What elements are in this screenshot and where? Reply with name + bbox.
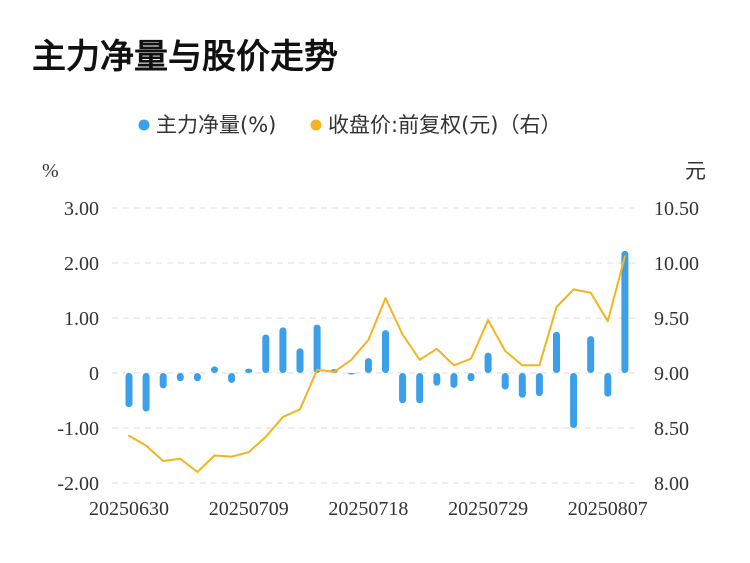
bar (245, 368, 253, 373)
left-tick-label: 1.00 (64, 308, 99, 330)
x-tick-label: 20250729 (448, 498, 528, 520)
bar (535, 373, 543, 397)
right-tick-label: 10.50 (654, 198, 699, 220)
bar (484, 352, 492, 373)
x-tick-label: 20250807 (568, 498, 648, 520)
bar (587, 336, 595, 373)
bar (553, 331, 560, 373)
chart-title: 主力净量与股价走势 (32, 37, 338, 77)
bar (570, 373, 578, 428)
bar (433, 373, 441, 386)
axes: 3.00 2.00 1.00 0 -1.00 -2.00 10.50 10.00 9.50 9.0… (42, 159, 706, 520)
x-tick-label: 20250718 (328, 498, 408, 520)
bar (399, 373, 407, 404)
legend-marker (310, 119, 322, 131)
price-line (128, 255, 626, 473)
bar (142, 373, 150, 412)
legend: 主力净量(%) 收盘价:前复权(元)（右） (138, 113, 561, 137)
left-tick-label: 2.00 (64, 253, 99, 275)
bar (501, 373, 509, 390)
bar (159, 373, 167, 389)
bar (193, 373, 201, 382)
left-tick-label: 0 (89, 363, 99, 385)
bar (467, 373, 475, 382)
left-axis-unit: % (42, 160, 59, 182)
bar (364, 358, 372, 373)
right-tick-label: 8.00 (654, 473, 689, 495)
bar (450, 373, 458, 388)
bar (518, 373, 526, 398)
bar (621, 250, 629, 373)
bar (604, 373, 612, 397)
bar (262, 334, 270, 373)
legend-marker (138, 119, 150, 131)
bar (296, 348, 304, 373)
left-tick-label: -2.00 (57, 473, 99, 495)
x-tick-label: 20250630 (89, 498, 169, 520)
bar (279, 327, 287, 373)
right-tick-label: 10.00 (654, 253, 699, 275)
bar (382, 330, 389, 373)
bar (416, 373, 424, 404)
left-tick-label: 3.00 (64, 198, 99, 220)
legend-label: 收盘价:前复权(元)（右） (328, 113, 561, 137)
bar (347, 373, 355, 375)
left-tick-label: -1.00 (57, 418, 99, 440)
bar (313, 324, 321, 373)
bar (125, 373, 133, 408)
bar (176, 373, 184, 382)
bar (228, 373, 236, 383)
right-tick-label: 9.00 (654, 363, 689, 385)
gridlines (112, 207, 640, 484)
legend-label: 主力净量(%) (156, 113, 276, 137)
right-tick-label: 8.50 (654, 418, 689, 440)
right-axis-unit: 元 (685, 159, 706, 183)
line-series (128, 255, 626, 473)
bar-series (125, 250, 629, 428)
x-tick-label: 20250709 (209, 498, 289, 520)
right-tick-label: 9.50 (654, 308, 689, 330)
bar (211, 366, 218, 373)
